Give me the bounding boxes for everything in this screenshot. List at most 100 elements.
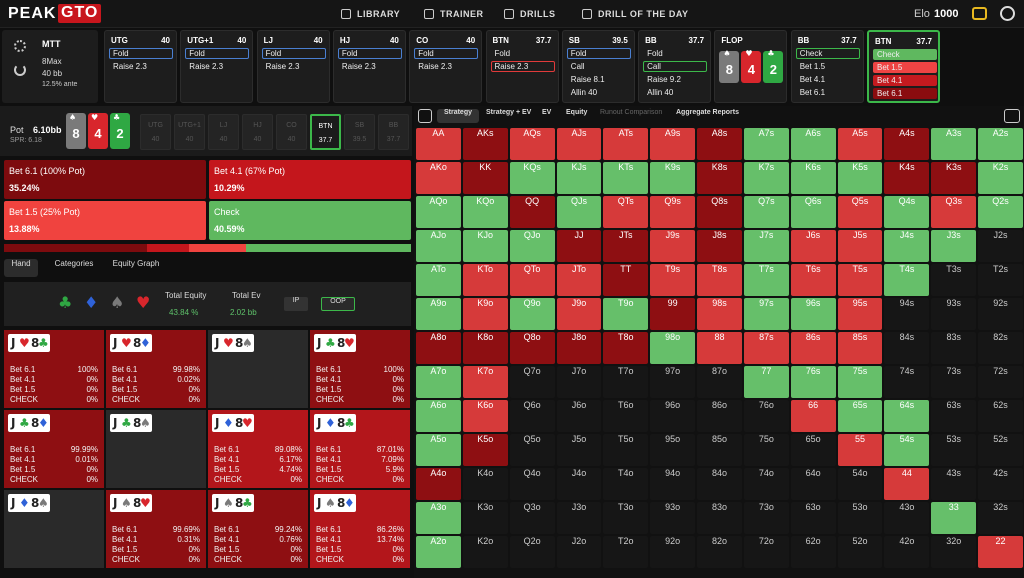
hand-cell[interactable]: J ♦ 8 ♣ Bet 6.1 87.01% Bet 4.1 7.09% Bet 1.5 5.9%… [310, 410, 410, 488]
hand-tab[interactable]: Equity Graph [112, 259, 160, 268]
action-option[interactable]: Bet 1.5 [799, 62, 826, 71]
range-cell[interactable]: KJs [556, 162, 602, 194]
range-cell[interactable]: J2s [978, 230, 1023, 262]
range-cell[interactable]: 82o [697, 536, 742, 568]
range-cell[interactable]: J9s [650, 230, 696, 262]
range-cell[interactable]: A8s [697, 128, 742, 160]
range-cell[interactable]: KQs [509, 162, 555, 194]
strategy-box[interactable]: Bet 4.1 (67% Pot) 10.29% [209, 160, 411, 199]
range-cell[interactable]: 83o [697, 502, 742, 534]
range-cell[interactable]: 63s [931, 400, 977, 432]
action-option[interactable]: Bet 4.1 [799, 75, 826, 84]
range-cell[interactable]: J4o [556, 468, 602, 500]
range-cell[interactable]: ATs [603, 128, 649, 160]
range-cell[interactable]: Q5s [837, 196, 883, 228]
range-cell[interactable]: J7s [743, 230, 789, 262]
range-cell[interactable]: J8o [556, 332, 602, 364]
range-cell[interactable]: 52s [978, 434, 1023, 466]
range-tab[interactable]: Aggregate Reports [676, 109, 740, 116]
range-cell[interactable]: 65o [790, 434, 836, 466]
action-option[interactable]: Bet 1.5 [873, 62, 937, 73]
player-seat[interactable]: BB 37.7 [378, 114, 409, 150]
range-cell[interactable]: QTs [603, 196, 649, 228]
range-cell[interactable]: Q6s [790, 196, 836, 228]
range-cell[interactable]: KTs [603, 162, 649, 194]
range-tab[interactable]: Runout Comparison [600, 109, 663, 116]
range-cell[interactable]: 43s [931, 468, 977, 500]
suit-filter[interactable]: ♠ [110, 293, 125, 312]
hand-cell[interactable]: J ♥ 8 ♣ Bet 6.1 100% Bet 4.1 0% Bet 1.5 0% CHECK 0% [4, 330, 104, 408]
range-cell[interactable]: 85s [837, 332, 883, 364]
range-cell[interactable]: A5s [837, 128, 883, 160]
range-cell[interactable]: JTs [603, 230, 649, 262]
range-cell[interactable]: A6s [790, 128, 836, 160]
range-cell[interactable]: 76o [743, 400, 789, 432]
action-option[interactable]: Fold [414, 48, 479, 59]
range-cell[interactable]: A9o [416, 298, 461, 330]
range-cell[interactable]: 72s [978, 366, 1023, 398]
action-option[interactable]: Check [873, 49, 937, 60]
range-cell[interactable]: 94s [884, 298, 930, 330]
range-cell[interactable]: 86s [790, 332, 836, 364]
range-cell[interactable]: T9s [650, 264, 696, 296]
range-cell[interactable]: QJo [509, 230, 555, 262]
range-cell[interactable]: 75s [837, 366, 883, 398]
range-cell[interactable]: KK [462, 162, 508, 194]
player-seat[interactable]: UTG+1 40 [174, 114, 205, 150]
range-cell[interactable]: T4s [884, 264, 930, 296]
range-cell[interactable]: 93o [650, 502, 696, 534]
range-cell[interactable]: K3s [931, 162, 977, 194]
range-cell[interactable]: KJo [462, 230, 508, 262]
range-cell[interactable]: K9o [462, 298, 508, 330]
range-cell[interactable]: 98s [697, 298, 742, 330]
chat-icon[interactable] [972, 7, 987, 20]
strategy-box[interactable]: Bet 1.5 (25% Pot) 13.88% [4, 201, 206, 240]
action-option[interactable]: Fold [261, 48, 326, 59]
action-option[interactable]: Raise 2.3 [341, 62, 376, 71]
range-cell[interactable]: Q4o [509, 468, 555, 500]
user-icon[interactable] [1000, 6, 1015, 21]
action-option[interactable]: Raise 2.3 [418, 62, 452, 71]
range-cell[interactable]: A6o [416, 400, 461, 432]
nav-item[interactable]: LIBRARY [357, 9, 401, 19]
range-cell[interactable]: A9s [650, 128, 696, 160]
range-cell[interactable]: 87s [743, 332, 789, 364]
range-cell[interactable]: T6s [790, 264, 836, 296]
range-cell[interactable]: K2s [978, 162, 1023, 194]
range-cell[interactable]: T7s [743, 264, 789, 296]
range-cell[interactable]: A4o [416, 468, 461, 500]
range-cell[interactable]: K8s [697, 162, 742, 194]
range-cell[interactable]: 74o [743, 468, 789, 500]
range-cell[interactable]: A7o [416, 366, 461, 398]
range-cell[interactable]: 72o [743, 536, 789, 568]
range-cell[interactable]: JTo [556, 264, 602, 296]
player-seat[interactable]: HJ 40 [242, 114, 273, 150]
range-cell[interactable]: Q8o [509, 332, 555, 364]
range-cell[interactable]: A2o [416, 536, 461, 568]
action-option[interactable]: Raise 8.1 [570, 75, 605, 84]
range-cell[interactable]: 85o [697, 434, 742, 466]
range-cell[interactable]: KTo [462, 264, 508, 296]
hand-cell[interactable]: J ♣ 8 ♠ [106, 410, 206, 488]
range-cell[interactable]: T8s [697, 264, 742, 296]
hand-cell[interactable]: J ♠ 8 ♥ Bet 6.1 99.69% Bet 4.1 0.31% Bet 1.5 0% CH… [106, 490, 206, 568]
range-cell[interactable]: AKo [416, 162, 461, 194]
action-option[interactable]: Raise 2.3 [265, 62, 300, 71]
hand-cell[interactable]: J ♦ 8 ♥ Bet 6.1 89.08% Bet 4.1 6.17% Bet 1.5 4.74… [208, 410, 308, 488]
range-cell[interactable]: Q2s [978, 196, 1023, 228]
range-cell[interactable]: 94o [650, 468, 696, 500]
range-cell[interactable]: A2s [978, 128, 1023, 160]
range-cell[interactable]: 83s [931, 332, 977, 364]
action-option[interactable]: Call [570, 62, 585, 71]
range-cell[interactable]: T8o [603, 332, 649, 364]
range-cell[interactable]: Q5o [509, 434, 555, 466]
range-cell[interactable]: AJo [416, 230, 461, 262]
range-cell[interactable]: Q7s [743, 196, 789, 228]
hand-cell[interactable]: J ♠ 8 ♣ Bet 6.1 99.24% Bet 4.1 0.76% Bet 1.5 0% CH… [208, 490, 308, 568]
range-cell[interactable]: 54o [837, 468, 883, 500]
action-option[interactable]: Allin 40 [647, 88, 674, 97]
range-cell[interactable]: K8o [462, 332, 508, 364]
range-cell[interactable]: Q6o [509, 400, 555, 432]
range-cell[interactable]: J5s [837, 230, 883, 262]
range-cell[interactable]: 33 [931, 502, 977, 534]
